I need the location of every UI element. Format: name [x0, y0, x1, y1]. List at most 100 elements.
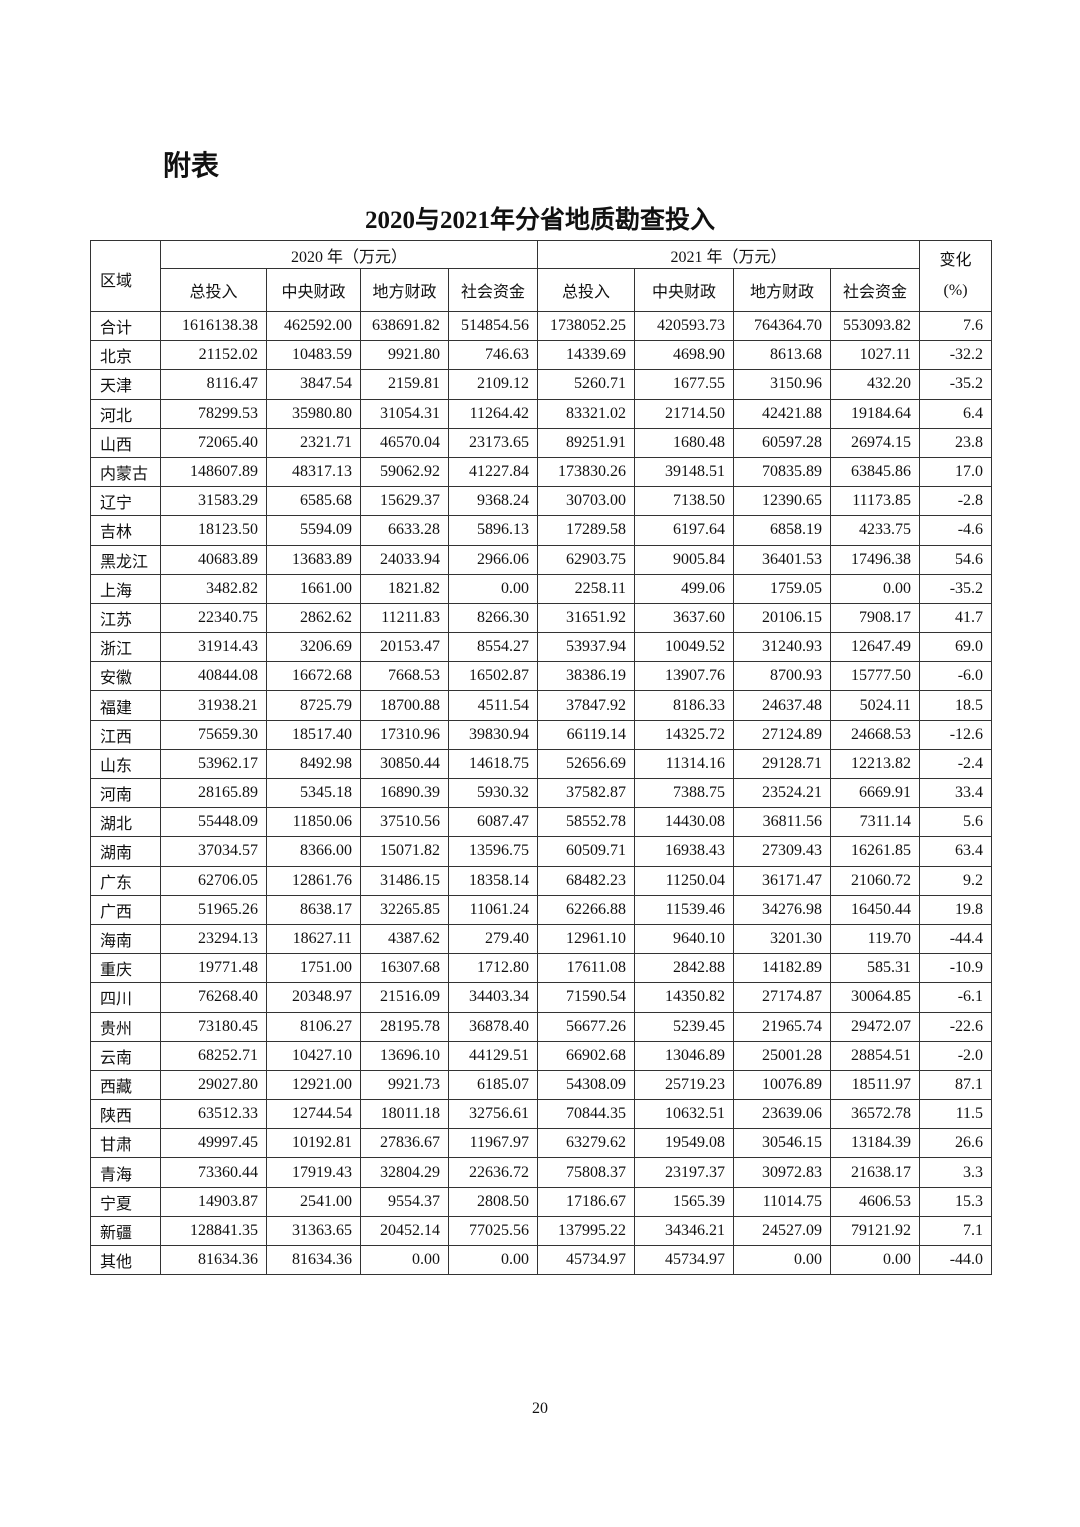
value-cell: 81634.36	[266, 1244, 361, 1276]
value-cell: 36572.78	[830, 1099, 921, 1130]
table-row: 湖南 37034.57 8366.00 15071.82 13596.75 60509.7…	[90, 836, 993, 867]
change-cell: 69.0	[919, 632, 993, 663]
value-cell: 11061.24	[447, 894, 539, 925]
value-cell: 31054.31	[360, 398, 449, 429]
value-cell: 32756.61	[447, 1099, 539, 1130]
value-cell: 24637.48	[733, 690, 832, 721]
change-header-unit: (%)	[943, 282, 968, 299]
value-cell: 70844.35	[537, 1099, 636, 1130]
value-cell: 14325.72	[634, 719, 735, 750]
value-cell: 8725.79	[266, 690, 361, 721]
value-cell: 31486.15	[360, 865, 449, 896]
value-cell: 1565.39	[634, 1186, 735, 1217]
region-cell: 天津	[90, 369, 161, 400]
value-cell: 12961.10	[537, 923, 636, 955]
value-cell: 8554.27	[447, 632, 539, 663]
value-cell: 23197.37	[634, 1157, 735, 1188]
value-cell: 51965.26	[160, 894, 267, 925]
table-row: 福建 31938.21 8725.79 18700.88 4511.54 37847.92…	[90, 690, 993, 721]
value-cell: 8700.93	[733, 661, 832, 692]
value-cell: 46570.04	[360, 427, 449, 458]
value-cell: 22340.75	[160, 602, 267, 634]
region-cell: 安徽	[90, 661, 161, 692]
value-cell: 4233.75	[830, 515, 921, 546]
value-cell: 21152.02	[160, 340, 267, 371]
value-cell: 16450.44	[830, 894, 921, 925]
value-cell: 11314.16	[634, 748, 735, 780]
change-cell: 11.5	[919, 1099, 993, 1130]
table-row: 河南 28165.89 5345.18 16890.39 5930.32 37582.87…	[90, 777, 993, 809]
table-row: 吉林 18123.50 5594.09 6633.28 5896.13 17289.58 6…	[90, 515, 993, 546]
value-cell: 75659.30	[160, 719, 267, 750]
value-cell: 514854.56	[447, 310, 539, 342]
value-cell: 3637.60	[634, 602, 735, 634]
value-cell: 12861.76	[266, 865, 361, 896]
value-cell: 15777.50	[830, 661, 921, 692]
value-cell: 3847.54	[266, 369, 361, 400]
value-cell: 39148.51	[634, 456, 735, 488]
value-cell: 31363.65	[266, 1215, 361, 1247]
change-cell: -44.0	[919, 1244, 993, 1276]
table-row: 浙江 31914.43 3206.69 20153.47 8554.27 53937.94…	[90, 632, 993, 663]
value-cell: 5239.45	[634, 1011, 735, 1042]
change-cell: -12.6	[919, 719, 993, 750]
value-cell: 62706.05	[160, 865, 267, 896]
region-cell: 山西	[90, 427, 161, 458]
value-cell: 8638.17	[266, 894, 361, 925]
value-cell: 746.63	[447, 340, 539, 371]
region-cell: 河南	[90, 777, 161, 809]
change-cell: -35.2	[919, 369, 993, 400]
page-number: 20	[532, 1400, 548, 1417]
value-cell: 53962.17	[160, 748, 267, 780]
value-cell: 36171.47	[733, 865, 832, 896]
change-cell: 9.2	[919, 865, 993, 896]
value-cell: 4387.62	[360, 923, 449, 955]
value-cell: 6197.64	[634, 515, 735, 546]
value-cell: 12390.65	[733, 486, 832, 517]
value-cell: 25001.28	[733, 1040, 832, 1071]
value-cell: 11250.04	[634, 865, 735, 896]
value-cell: 15071.82	[360, 836, 449, 867]
value-cell: 70835.89	[733, 456, 832, 488]
value-cell: 7138.50	[634, 486, 735, 517]
value-cell: 27836.67	[360, 1128, 449, 1159]
region-cell: 四川	[90, 982, 161, 1013]
table-row: 天津 8116.47 3847.54 2159.81 2109.12 5260.71 167…	[90, 369, 993, 400]
region-cell: 其他	[90, 1244, 161, 1276]
value-cell: 54308.09	[537, 1069, 636, 1101]
table-row: 陕西 63512.33 12744.54 18011.18 32756.61 70844.…	[90, 1099, 993, 1130]
value-cell: 2109.12	[447, 369, 539, 400]
value-cell: 60597.28	[733, 427, 832, 458]
value-cell: 29472.07	[830, 1011, 921, 1042]
value-cell: 18627.11	[266, 923, 361, 955]
table-row: 青海 73360.44 17919.43 32804.29 22636.72 75808.…	[90, 1157, 993, 1188]
value-cell: 11211.83	[360, 602, 449, 634]
region-cell: 河北	[90, 398, 161, 429]
value-cell: 11173.85	[830, 486, 921, 517]
value-cell: 48317.13	[266, 456, 361, 488]
value-cell: 2541.00	[266, 1186, 361, 1217]
value-cell: 3206.69	[266, 632, 361, 663]
value-cell: 8366.00	[266, 836, 361, 867]
value-cell: 26974.15	[830, 427, 921, 458]
region-cell: 内蒙古	[90, 456, 161, 488]
region-cell: 北京	[90, 340, 161, 371]
change-cell: 7.1	[919, 1215, 993, 1247]
value-cell: 7311.14	[830, 807, 921, 838]
change-cell: 87.1	[919, 1069, 993, 1101]
value-cell: 15629.37	[360, 486, 449, 517]
change-cell: 17.0	[919, 456, 993, 488]
sub-header: 地方财政	[733, 268, 832, 312]
value-cell: 5896.13	[447, 515, 539, 546]
table-row: 安徽 40844.08 16672.68 7668.53 16502.87 38386.1…	[90, 661, 993, 692]
value-cell: 79121.92	[830, 1215, 921, 1247]
region-cell: 湖北	[90, 807, 161, 838]
value-cell: 28165.89	[160, 777, 267, 809]
year-2021-header: 2021 年（万元）	[537, 240, 921, 269]
table-row: 辽宁 31583.29 6585.68 15629.37 9368.24 30703.00…	[90, 486, 993, 517]
value-cell: 1680.48	[634, 427, 735, 458]
region-cell: 浙江	[90, 632, 161, 663]
value-cell: 420593.73	[634, 310, 735, 342]
value-cell: 36401.53	[733, 544, 832, 575]
value-cell: 24527.09	[733, 1215, 832, 1247]
